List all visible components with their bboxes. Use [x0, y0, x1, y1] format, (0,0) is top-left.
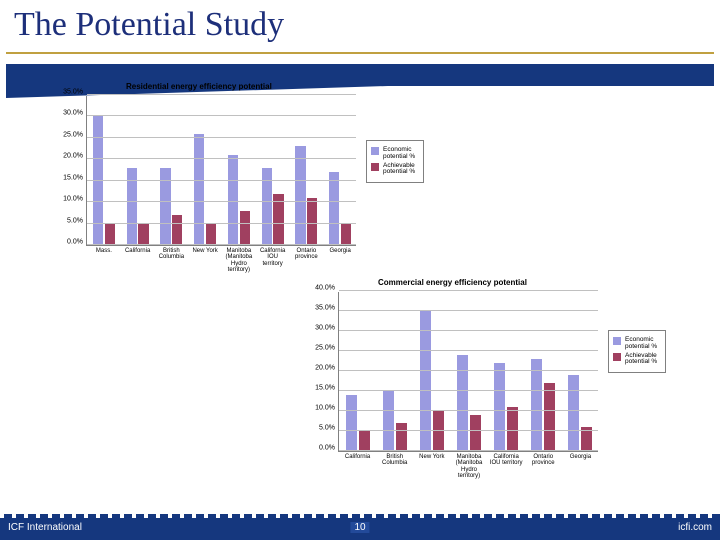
- bar-achievable: [307, 198, 317, 245]
- chart2-plot: 0.0%5.0%10.0%15.0%20.0%25.0%30.0%35.0%40…: [338, 292, 598, 452]
- ytick-label: 20.0%: [315, 365, 335, 372]
- xtick-label: Califo­rnia: [119, 248, 157, 254]
- legend-swatch-achievable: [613, 353, 621, 361]
- bar-achievable: [507, 407, 518, 451]
- xtick-label: New York: [411, 454, 452, 460]
- gridline: [339, 410, 598, 411]
- xtick-label: California: [337, 454, 378, 460]
- footer-left: ICF International: [8, 522, 82, 533]
- gridline: [87, 94, 356, 95]
- gridline: [339, 430, 598, 431]
- page-title: The Potential Study: [14, 6, 284, 44]
- title-rule: [6, 52, 714, 54]
- xtick-label: Ontarioprovince: [523, 454, 564, 467]
- gridline: [339, 390, 598, 391]
- gridline: [339, 310, 598, 311]
- bar-achievable: [172, 215, 182, 245]
- gridline: [87, 201, 356, 202]
- ytick-label: 35.0%: [315, 305, 335, 312]
- bar-economic: [228, 155, 238, 245]
- ytick-label: 20.0%: [63, 153, 83, 160]
- bar-achievable: [433, 411, 444, 451]
- bar-economic: [568, 375, 579, 451]
- ytick-label: 15.0%: [63, 174, 83, 181]
- bar-economic: [494, 363, 505, 451]
- xtick-label: Ontarioprovince: [288, 248, 326, 261]
- xtick-label: CaliforniaIOUterritory: [254, 248, 292, 267]
- gridline: [87, 158, 356, 159]
- bar-achievable: [359, 431, 370, 451]
- xtick-label: CaliforniaIOU territory: [486, 454, 527, 467]
- bar-achievable: [544, 383, 555, 451]
- bar-achievable: [396, 423, 407, 451]
- xtick-label: BritishColumbia: [153, 248, 191, 261]
- bar-economic: [194, 134, 204, 245]
- bar-achievable: [341, 224, 351, 245]
- legend-swatch-economic: [613, 337, 621, 345]
- bar-achievable: [206, 224, 216, 245]
- ytick-label: 30.0%: [63, 110, 83, 117]
- bar-economic: [295, 146, 305, 245]
- chart2-title: Commercial energy efficiency potential: [378, 278, 527, 287]
- ytick-label: 5.0%: [67, 217, 83, 224]
- legend-label-economic: Economic potential %: [383, 147, 419, 161]
- footer-page-number: 10: [350, 522, 369, 533]
- chart1-title: Residential energy efficiency potential: [126, 82, 272, 91]
- footer: ICF International 10 icfi.com: [0, 518, 720, 540]
- ytick-label: 40.0%: [315, 285, 335, 292]
- xtick-label: Manitoba(ManitobaHydroterritory): [448, 454, 489, 479]
- ytick-label: 10.0%: [63, 196, 83, 203]
- ytick-label: 25.0%: [63, 131, 83, 138]
- bar-achievable: [105, 224, 115, 245]
- bar-achievable: [138, 224, 148, 245]
- gridline: [87, 244, 356, 245]
- gridline: [87, 223, 356, 224]
- gridline: [339, 350, 598, 351]
- slide: The Potential Study Residential energy e…: [0, 0, 720, 540]
- legend-swatch-economic: [371, 147, 379, 155]
- gridline: [339, 370, 598, 371]
- bar-economic: [329, 172, 339, 245]
- chart2-legend: Economic potential % Achievable potentia…: [608, 330, 666, 373]
- bar-achievable: [240, 211, 250, 245]
- footer-ticks: [0, 514, 720, 518]
- xtick-label: New York: [186, 248, 224, 254]
- ytick-label: 35.0%: [63, 89, 83, 96]
- header-band: [6, 64, 714, 86]
- xtick-label: Georgia: [560, 454, 601, 460]
- xtick-label: Manitoba(ManitobaHydroterritory): [220, 248, 258, 273]
- footer-right: icfi.com: [678, 522, 712, 533]
- chart1-plot: 0.0%5.0%10.0%15.0%20.0%25.0%30.0%35.0%Ma…: [86, 96, 356, 246]
- xtick-label: BritishColumbia: [374, 454, 415, 467]
- gridline: [339, 450, 598, 451]
- ytick-label: 30.0%: [315, 325, 335, 332]
- bar-economic: [531, 359, 542, 451]
- ytick-label: 15.0%: [315, 385, 335, 392]
- ytick-label: 10.0%: [315, 405, 335, 412]
- legend-label-achievable: Achievable potential %: [625, 353, 661, 367]
- ytick-label: 25.0%: [315, 345, 335, 352]
- xtick-label: Mass.: [85, 248, 123, 254]
- gridline: [339, 290, 598, 291]
- legend-label-economic: Economic potential %: [625, 337, 661, 351]
- legend-swatch-achievable: [371, 163, 379, 171]
- xtick-label: Georgia: [321, 248, 359, 254]
- bar-achievable: [470, 415, 481, 451]
- chart2-bars: [339, 292, 598, 451]
- ytick-label: 5.0%: [319, 425, 335, 432]
- gridline: [87, 115, 356, 116]
- bar-economic: [346, 395, 357, 451]
- ytick-label: 0.0%: [67, 239, 83, 246]
- bar-economic: [93, 116, 103, 245]
- ytick-label: 0.0%: [319, 445, 335, 452]
- bar-economic: [383, 391, 394, 451]
- gridline: [87, 180, 356, 181]
- chart1-legend: Economic potential % Achievable potentia…: [366, 140, 424, 183]
- legend-label-achievable: Achievable potential %: [383, 163, 419, 177]
- gridline: [87, 137, 356, 138]
- gridline: [339, 330, 598, 331]
